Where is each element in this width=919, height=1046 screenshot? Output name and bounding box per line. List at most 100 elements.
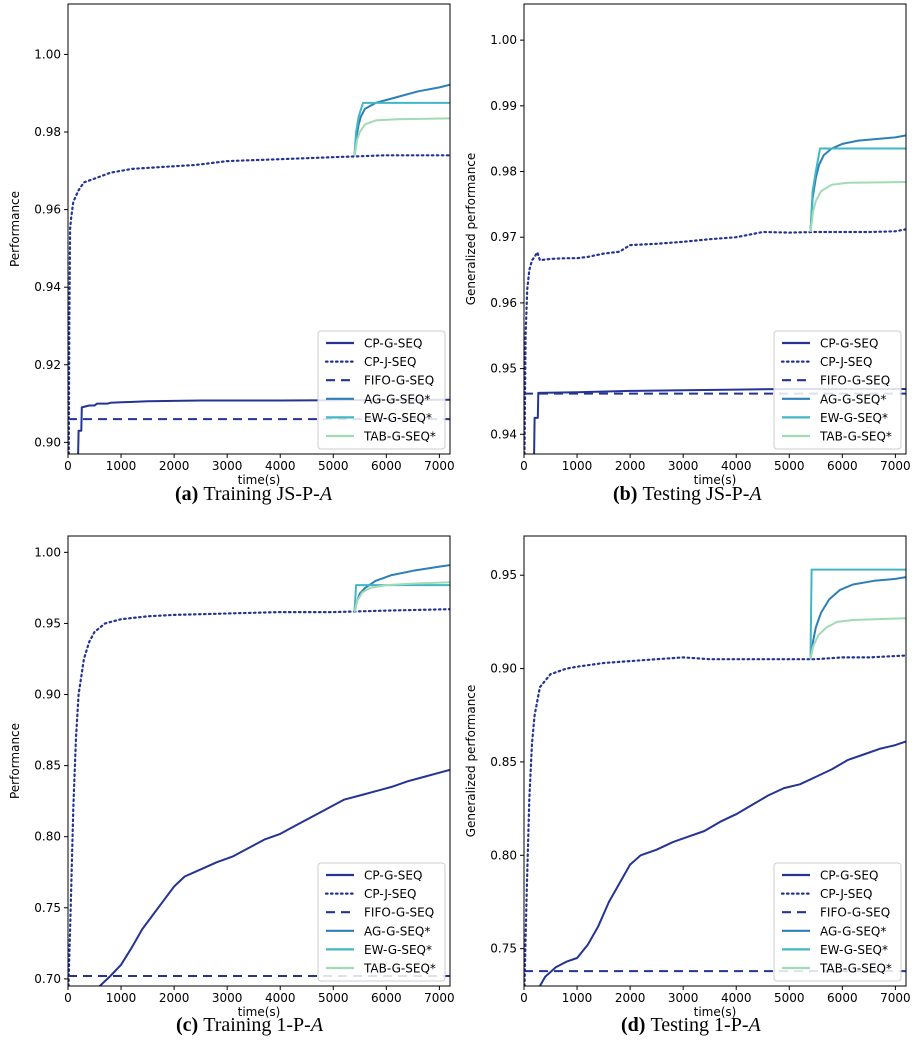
x-tick-label: 4000 [265, 991, 296, 1005]
series-line [353, 101, 450, 156]
series-line [809, 147, 906, 233]
legend-entry: TAB-G-SEQ* [819, 430, 892, 444]
legend-entry: AG-G-SEQ* [820, 924, 886, 938]
series-line [809, 134, 906, 233]
legend: CP-G-SEQ CP-J-SEQ FIFO-G-SEQ AG-G-SEQ* EW-G-… [317, 862, 446, 982]
plot-frame [523, 3, 907, 455]
x-tick-label: 2000 [159, 991, 190, 1005]
caption-variable: A [747, 483, 762, 505]
x-tick-label: 0 [520, 459, 528, 473]
series-line [809, 576, 906, 660]
y-tick-label: 0.90 [34, 435, 61, 449]
legend-entry: TAB-G-SEQ* [819, 962, 892, 976]
x-tick-label: 3000 [212, 459, 243, 473]
y-tick-label: 0.95 [490, 568, 517, 582]
legend-entry: CP-J-SEQ [820, 355, 872, 369]
y-tick-label: 0.90 [490, 662, 517, 676]
y-tick-label: 0.80 [34, 830, 61, 844]
caption-tag: (a) [175, 483, 203, 505]
caption-tag: (b) [613, 483, 642, 505]
legend-entry: EW-G-SEQ* [820, 411, 888, 425]
series-line [533, 388, 906, 454]
caption-variable: A [318, 483, 333, 505]
series-line [809, 617, 906, 660]
caption-variable: A [747, 1014, 762, 1036]
x-tick-label: 4000 [721, 991, 752, 1005]
x-tick-label: 5000 [318, 991, 349, 1005]
x-tick-label: 6000 [371, 459, 402, 473]
legend-entry: CP-G-SEQ [364, 869, 422, 883]
series-line [809, 568, 906, 660]
y-tick-label: 1.00 [490, 33, 517, 47]
series-line [524, 654, 906, 986]
caption-tag: (c) [176, 1014, 203, 1036]
legend-entry: AG-G-SEQ* [364, 392, 430, 406]
legend-entry: CP-J-SEQ [364, 355, 416, 369]
x-tick-label: 1000 [562, 459, 593, 473]
plot-frame [67, 3, 451, 455]
legend-entry: TAB-G-SEQ* [363, 430, 436, 444]
chart-panel-4: 0 1000 2000 3000 4000 5000 6000 7000 0.75 0.80 0.8… [464, 535, 911, 1036]
legend-box [317, 862, 446, 982]
x-tick-label: 3000 [668, 459, 699, 473]
x-tick-label: 6000 [371, 991, 402, 1005]
chart-panel-2: 0 1000 2000 3000 4000 5000 6000 7000 0.94 0.95 0.9… [464, 3, 911, 505]
x-tick-label: 2000 [159, 459, 190, 473]
legend: CP-G-SEQ CP-J-SEQ FIFO-G-SEQ AG-G-SEQ* EW-G-… [773, 330, 902, 450]
x-tick-label: 7000 [424, 459, 455, 473]
x-tick-label: 2000 [615, 459, 646, 473]
panel-caption: (c) Training 1-P-A [176, 1014, 324, 1036]
x-tick-label: 3000 [212, 991, 243, 1005]
series-line [353, 581, 450, 613]
x-tick-label: 7000 [880, 459, 911, 473]
series-line [809, 181, 906, 233]
caption-tag: (d) [621, 1014, 650, 1036]
legend-entry: CP-G-SEQ [364, 337, 422, 351]
panel-caption: (d) Testing 1-P-A [621, 1014, 762, 1036]
y-tick-label: 0.90 [34, 688, 61, 702]
y-tick-label: 0.70 [34, 972, 61, 986]
legend-box [773, 862, 902, 982]
x-tick-label: 0 [64, 459, 72, 473]
legend-entry: CP-G-SEQ [820, 337, 878, 351]
x-tick-label: 0 [64, 991, 72, 1005]
legend-box [317, 330, 446, 450]
legend-entry: FIFO-G-SEQ [364, 906, 434, 920]
x-tick-label: 2000 [615, 991, 646, 1005]
panel-caption: (a) Training JS-P-A [175, 483, 333, 505]
legend-entry: AG-G-SEQ* [820, 392, 886, 406]
y-tick-label: 0.96 [34, 203, 61, 217]
x-tick-label: 1000 [106, 991, 137, 1005]
x-axis-label: time(s) [238, 1005, 281, 1019]
x-tick-label: 7000 [424, 991, 455, 1005]
y-tick-label: 0.99 [490, 99, 517, 113]
series-line [353, 83, 450, 156]
series-line [353, 117, 450, 156]
legend-entry: FIFO-G-SEQ [820, 906, 890, 920]
chart-panel-1: 0 1000 2000 3000 4000 5000 6000 7000 0.90 0.92 0.9… [8, 3, 455, 505]
x-axis-label: time(s) [694, 473, 737, 487]
plot-frame [523, 535, 907, 987]
y-tick-label: 0.92 [34, 358, 61, 372]
legend-entry: CP-J-SEQ [364, 887, 416, 901]
x-tick-label: 6000 [827, 991, 858, 1005]
series-line [77, 398, 450, 454]
y-tick-label: 0.96 [490, 296, 517, 310]
x-axis-label: time(s) [694, 1005, 737, 1019]
y-axis-label: Performance [8, 191, 22, 267]
legend-entry: FIFO-G-SEQ [820, 374, 890, 388]
plot-frame [67, 535, 451, 987]
legend-box [773, 330, 902, 450]
x-tick-label: 3000 [668, 991, 699, 1005]
y-tick-label: 0.94 [34, 280, 61, 294]
y-tick-label: 0.75 [34, 901, 61, 915]
legend: CP-G-SEQ CP-J-SEQ FIFO-G-SEQ AG-G-SEQ* EW-G-… [317, 330, 446, 450]
y-tick-label: 0.98 [34, 125, 61, 139]
y-tick-label: 0.85 [34, 759, 61, 773]
x-axis-label: time(s) [238, 473, 281, 487]
y-tick-label: 0.97 [490, 230, 517, 244]
legend-entry: FIFO-G-SEQ [364, 374, 434, 388]
series-line [99, 768, 450, 986]
legend-entry: AG-G-SEQ* [364, 924, 430, 938]
